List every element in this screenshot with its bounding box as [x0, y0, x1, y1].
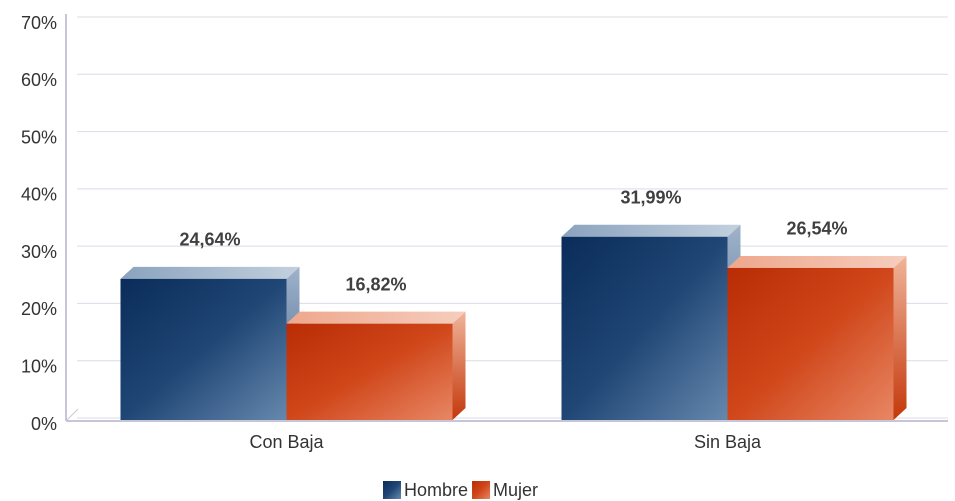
- legend-label: Hombre: [404, 480, 468, 500]
- y-tick-label: 0%: [31, 414, 57, 434]
- bar-top: [120, 266, 300, 279]
- legend-label: Mujer: [493, 480, 538, 500]
- value-label: 24,64%: [179, 230, 240, 250]
- value-label: 26,54%: [786, 219, 847, 239]
- y-tick-label: 60%: [21, 70, 57, 90]
- bar: [120, 278, 287, 420]
- y-tick-label: 50%: [21, 127, 57, 147]
- bar-top: [561, 224, 741, 237]
- y-tick-label: 40%: [21, 185, 57, 205]
- legend-swatch: [383, 481, 401, 499]
- y-tick-label: 20%: [21, 299, 57, 319]
- x-tick-label: Con Baja: [249, 432, 324, 452]
- y-tick-label: 30%: [21, 242, 57, 262]
- legend-swatch: [472, 481, 491, 499]
- value-label: 31,99%: [620, 187, 681, 207]
- value-label: 16,82%: [345, 274, 406, 294]
- bar: [286, 323, 453, 420]
- x-tick-label: Sin Baja: [694, 432, 762, 452]
- bar-side: [893, 255, 907, 420]
- bar: [727, 267, 894, 420]
- floor-edge: [65, 408, 79, 422]
- bar-top: [727, 255, 907, 268]
- bar: [561, 236, 728, 420]
- y-tick-label: 70%: [21, 13, 57, 33]
- y-tick-label: 10%: [21, 356, 57, 376]
- bar-top: [286, 311, 466, 324]
- bar-side: [452, 311, 466, 420]
